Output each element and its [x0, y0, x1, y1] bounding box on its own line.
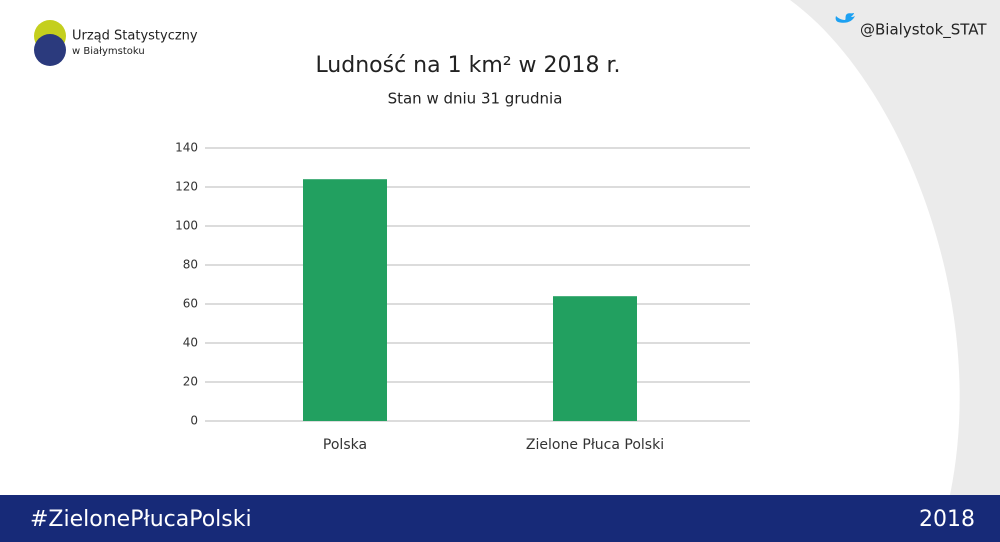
- x-tick-label: Zielone Płuca Polski: [526, 437, 664, 453]
- y-tick-label: 0: [190, 414, 198, 428]
- logo: [34, 20, 66, 66]
- twitter-handle[interactable]: @Bialystok_STAT: [860, 21, 987, 40]
- y-tick-label: 80: [183, 258, 198, 272]
- footer-bar: [0, 495, 1000, 542]
- y-tick-label: 60: [183, 297, 198, 311]
- bar: [303, 179, 387, 421]
- hashtag: #ZielonePłucaPolski: [30, 507, 252, 532]
- y-tick-label: 100: [175, 219, 198, 233]
- y-tick-label: 40: [183, 336, 198, 350]
- org-city: w Białymstoku: [72, 46, 145, 57]
- y-tick-label: 140: [175, 141, 198, 155]
- plot: 0 20 40 60 80 100 120 140 Polska Zielone Płuca Po…: [175, 141, 750, 453]
- chart-subtitle: Stan w dniu 31 grudnia: [388, 90, 563, 108]
- twitter-icon: [835, 13, 855, 23]
- org-name: Urząd Statystyczny: [72, 29, 198, 44]
- bar: [553, 296, 637, 421]
- footer-year: 2018: [919, 507, 975, 532]
- x-tick-label: Polska: [323, 437, 367, 453]
- chart-title: Ludność na 1 km² w 2018 r.: [315, 53, 620, 78]
- y-tick-label: 120: [175, 180, 198, 194]
- y-tick-label: 20: [183, 375, 198, 389]
- background-curve: [790, 0, 1000, 495]
- logo-circle-bottom: [34, 34, 66, 66]
